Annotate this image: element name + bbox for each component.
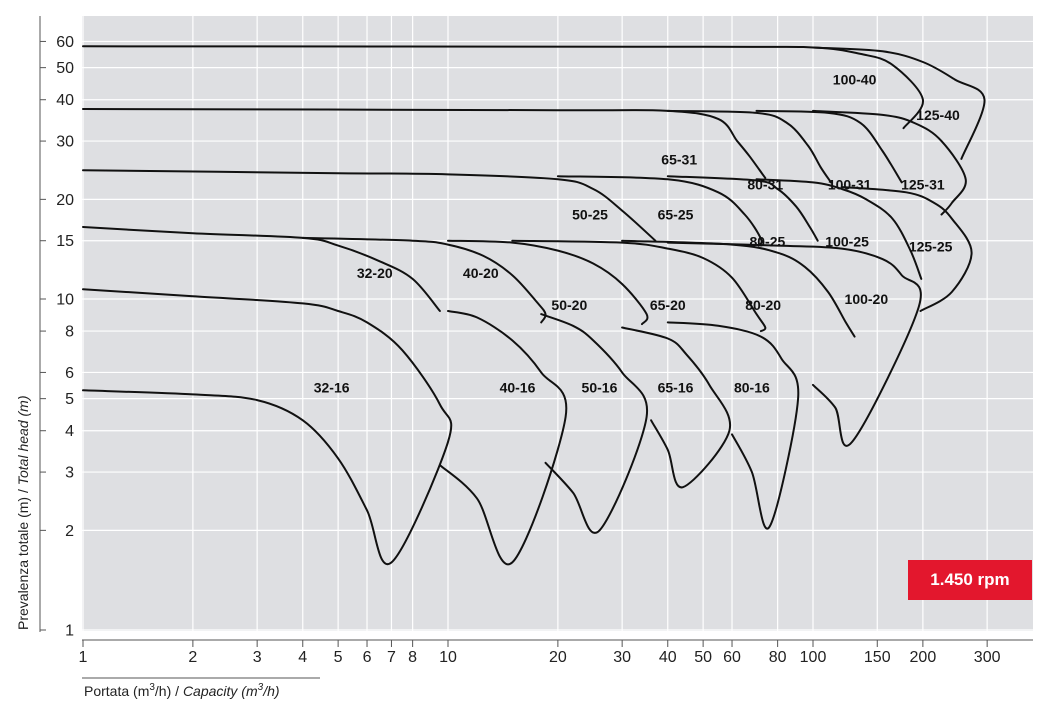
- pump-label-40-20: 40-20: [463, 265, 499, 281]
- x-tick-label: 200: [910, 649, 937, 666]
- y-tick-label: 5: [65, 391, 74, 408]
- pump-label-65-31: 65-31: [661, 151, 697, 167]
- pump-labels: 32-16 40-16 50-16 65-16 80-16 100-20 32-20 40-2…: [314, 72, 960, 396]
- x-tick-label: 7: [387, 649, 396, 666]
- curve-80-31: [666, 109, 832, 184]
- pump-label-80-20: 80-20: [745, 297, 781, 313]
- y-tick-label: 40: [56, 92, 74, 109]
- curve-65-16: [621, 326, 732, 489]
- curve-80-20: [621, 239, 856, 338]
- x-tick-label: 150: [864, 649, 891, 666]
- pump-label-80-31: 80-31: [747, 176, 783, 192]
- y-tick-label: 8: [65, 324, 74, 341]
- pump-label-100-40: 100-40: [833, 72, 877, 88]
- x-tick-label: 80: [769, 649, 787, 666]
- pump-label-100-20: 100-20: [845, 291, 889, 307]
- pump-label-125-40: 125-40: [916, 107, 960, 123]
- x-tick-label: 4: [298, 649, 307, 666]
- pump-label-80-16: 80-16: [734, 380, 770, 396]
- curve-32-20: [82, 226, 441, 312]
- x-tick-label: 5: [334, 649, 343, 666]
- pump-label-65-25: 65-25: [658, 207, 694, 223]
- y-tick-label: 2: [65, 523, 74, 540]
- y-tick-label: 15: [56, 233, 74, 250]
- y-axis-title: Prevalenza totale (m) / Total head (m): [15, 396, 31, 630]
- x-grid-lines: [82, 16, 988, 631]
- y-tick-label: 3: [65, 465, 74, 482]
- x-tick-label: 1: [79, 649, 88, 666]
- pump-label-50-25: 50-25: [572, 207, 608, 223]
- pump-label-32-16: 32-16: [314, 380, 350, 396]
- curve-100-40: [82, 45, 924, 130]
- x-tick-label: 50: [694, 649, 712, 666]
- pump-label-40-16: 40-16: [500, 380, 536, 396]
- x-tick-label: 30: [613, 649, 631, 666]
- x-tick-label: 100: [800, 649, 827, 666]
- curve-65-20: [511, 239, 767, 333]
- y-tick-label: 10: [56, 292, 74, 309]
- x-tick-label: 2: [188, 649, 197, 666]
- curve-40-20: [301, 236, 547, 324]
- y-tick-label: 50: [56, 60, 74, 77]
- pump-label-65-16: 65-16: [658, 380, 694, 396]
- pump-label-100-31: 100-31: [828, 176, 872, 192]
- curve-40-16: [438, 310, 568, 566]
- pump-label-32-20: 32-20: [357, 265, 393, 281]
- pump-label-125-31: 125-31: [901, 176, 945, 192]
- x-tick-label: 8: [408, 649, 417, 666]
- curve-100-25: [755, 178, 923, 280]
- pump-label-100-25: 100-25: [825, 234, 869, 250]
- x-tick-label: 300: [974, 649, 1001, 666]
- curve-100-31: [755, 109, 903, 184]
- pump-label-50-20: 50-20: [551, 297, 587, 313]
- rpm-badge: 1.450 rpm: [908, 560, 1032, 600]
- y-axis: 1 2 3 4 5 6 8 10 15 20 30 40 50 60: [39, 16, 74, 640]
- curve-100-20: [666, 241, 922, 447]
- x-axis: 1 2 3 4 5 6 7 8 10 20 30 40 50 60 80 100 150 200 300: [79, 639, 1033, 679]
- x-tick-label: 10: [439, 649, 457, 666]
- x-tick-label: 20: [549, 649, 567, 666]
- y-tick-label: 20: [56, 192, 74, 209]
- y-tick-label: 30: [56, 134, 74, 151]
- curve-32-16: [82, 288, 453, 566]
- y-tick-label: 4: [65, 423, 74, 440]
- pump-curves: [82, 45, 986, 566]
- curve-50-25: [82, 169, 657, 242]
- pump-label-50-16: 50-16: [582, 380, 618, 396]
- x-tick-label: 6: [363, 649, 372, 666]
- curve-65-25: [556, 175, 763, 247]
- x-tick-label: 60: [723, 649, 741, 666]
- y-tick-label: 60: [56, 34, 74, 51]
- curve-50-20: [447, 239, 649, 326]
- curve-125-40: [812, 46, 986, 160]
- curve-125-31: [812, 109, 967, 216]
- pump-label-65-20: 65-20: [650, 297, 686, 313]
- x-tick-label: 40: [659, 649, 677, 666]
- x-axis-title: Portata (m3/h) / Capacity (m3/h): [84, 682, 280, 699]
- pump-label-80-25: 80-25: [749, 234, 785, 250]
- curve-80-25: [666, 175, 819, 242]
- x-tick-label: 3: [253, 649, 262, 666]
- y-tick-label: 1: [65, 623, 74, 640]
- curve-80-16: [666, 321, 800, 530]
- curve-50-16: [540, 313, 649, 534]
- y-tick-label: 6: [65, 365, 74, 382]
- pump-label-125-25: 125-25: [909, 239, 953, 255]
- curve-125-25: [840, 186, 973, 312]
